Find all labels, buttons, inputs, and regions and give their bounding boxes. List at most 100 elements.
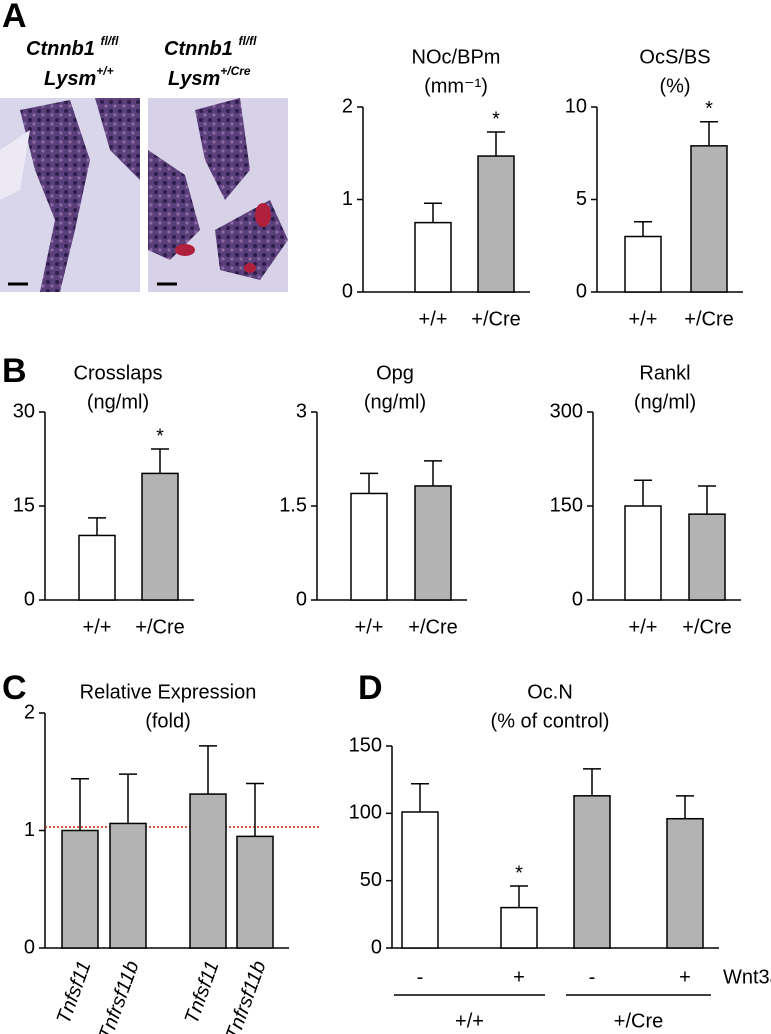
histology-left — [0, 98, 140, 292]
osteoclast — [175, 244, 195, 256]
marrow — [148, 150, 200, 260]
x-tick-label: + — [679, 966, 691, 988]
gene-sup: fl/fl — [238, 34, 257, 48]
histology-right — [148, 98, 288, 292]
caption: Ctnnb1 fl/fl — [26, 34, 119, 60]
y-tick-label: 10 — [565, 95, 587, 117]
significance: * — [156, 425, 164, 447]
gene: Ctnnb1 — [26, 38, 95, 60]
y-tick-label: 1.5 — [279, 494, 307, 516]
y-tick-label: 2 — [24, 701, 35, 723]
chart-title: OcS/BS — [639, 46, 710, 68]
chart-title: Oc.N — [527, 681, 573, 703]
chart-title: Opg — [376, 362, 414, 384]
y-tick-label: 15 — [13, 494, 35, 516]
driver: Lysm — [168, 68, 220, 90]
y-tick-label: 0 — [371, 936, 382, 958]
x-tick-label: +/Cre — [684, 308, 733, 330]
marrow — [20, 100, 90, 292]
x-tick-label: +/+ — [355, 616, 384, 638]
significance: * — [492, 108, 500, 130]
y-tick-label: 0 — [24, 936, 35, 958]
y-tick-label: 0 — [296, 588, 307, 610]
bar — [61, 829, 99, 949]
chart-title: Rankl — [639, 362, 690, 384]
panel-label: B — [2, 352, 27, 390]
x-tick-label: Tnfsf11 — [53, 958, 96, 1027]
y-tick-label: 1 — [342, 188, 353, 210]
osteoclast — [255, 203, 271, 227]
y-tick-label: 0 — [342, 280, 353, 302]
bar — [666, 817, 704, 949]
osteoclast — [244, 263, 256, 273]
bar — [500, 906, 538, 949]
x-tick-label: Tnfrsf11b — [222, 958, 271, 1034]
group-label: +/+ — [455, 1010, 484, 1032]
x-tick-label: +/+ — [629, 616, 658, 638]
y-tick-label: 0 — [24, 588, 35, 610]
chart-subtitle: (ng/ml) — [364, 391, 426, 413]
bar — [624, 235, 662, 293]
bar — [573, 795, 611, 949]
x-tick-label: Tnfsf11 — [181, 958, 224, 1027]
chart-subtitle: (% of control) — [491, 710, 610, 732]
bone — [0, 130, 30, 200]
caption: Ctnnb1 fl/fl — [164, 34, 257, 60]
bar — [401, 811, 439, 949]
x-tick-label: - — [589, 966, 596, 988]
panel-label: A — [2, 0, 27, 35]
caption: Lysm+/Cre — [168, 64, 251, 90]
y-tick-label: 2 — [342, 95, 353, 117]
group-label: +/Cre — [614, 1010, 663, 1032]
marrow — [195, 98, 250, 200]
x-tick-label: - — [417, 966, 424, 988]
x-tick-label: +/+ — [629, 308, 658, 330]
driver: Lysm — [44, 68, 96, 90]
bar — [141, 472, 179, 601]
x-tick-label: +/Cre — [682, 616, 731, 638]
chart-subtitle: (ng/ml) — [634, 391, 696, 413]
bar — [189, 793, 227, 949]
driver-sup: +/+ — [96, 64, 113, 78]
chart-title: Relative Expression — [80, 681, 257, 703]
y-tick-label: 150 — [550, 494, 583, 516]
panel-label: D — [358, 669, 383, 707]
y-tick-label: 5 — [576, 188, 587, 210]
x-tick-label: +/Cre — [408, 616, 457, 638]
x-tick-label: Tnfrsf11b — [95, 958, 144, 1034]
driver-sup: +/Cre — [220, 64, 251, 78]
gene-sup: fl/fl — [100, 34, 119, 48]
chart-subtitle: (fold) — [145, 710, 191, 732]
bar — [688, 513, 726, 601]
y-tick-label: 0 — [572, 588, 583, 610]
y-tick-label: 50 — [360, 869, 382, 891]
chart-title: Crosslaps — [74, 362, 163, 384]
y-tick-label: 100 — [349, 802, 382, 824]
y-tick-label: 150 — [349, 734, 382, 756]
bar — [236, 835, 274, 949]
bar — [109, 822, 147, 949]
chart-subtitle: (ng/ml) — [87, 391, 149, 413]
x-tick-label: +/Cre — [471, 308, 520, 330]
x-tick-label: +/+ — [419, 308, 448, 330]
marrow — [95, 98, 140, 180]
y-tick-label: 0 — [576, 280, 587, 302]
y-tick-label: 300 — [550, 400, 583, 422]
gene: Ctnnb1 — [164, 38, 233, 60]
bar — [414, 221, 452, 293]
y-tick-label: 1 — [24, 819, 35, 841]
chart-title: NOc/BPm — [412, 46, 501, 68]
bar — [350, 492, 388, 601]
x-tick-label: + — [513, 966, 525, 988]
bar — [690, 145, 728, 293]
significance: * — [705, 98, 713, 120]
bar — [624, 505, 662, 601]
x-tick-label: +/Cre — [135, 616, 184, 638]
x-axis-label: Wnt3a — [723, 966, 771, 988]
y-tick-label: 30 — [13, 400, 35, 422]
chart-subtitle: (mm⁻¹) — [424, 75, 488, 97]
y-tick-label: 3 — [296, 400, 307, 422]
caption: Lysm+/+ — [44, 64, 114, 90]
bar — [477, 155, 515, 293]
